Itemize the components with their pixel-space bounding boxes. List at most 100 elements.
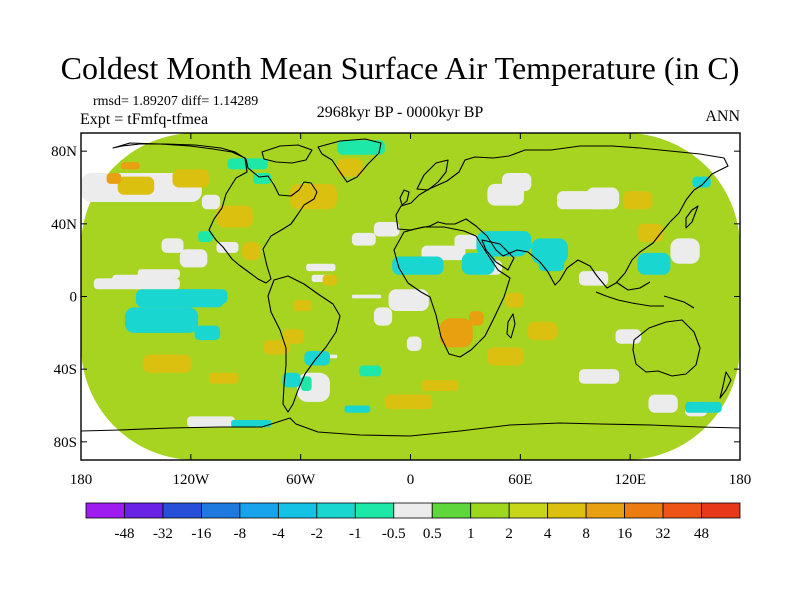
y-tick-label: 80N: [51, 144, 77, 160]
field-cell: [469, 311, 484, 326]
field-cell: [637, 223, 664, 242]
field-cell: [198, 231, 213, 242]
field-cell: [282, 372, 301, 388]
colorbar-swatch: [85, 502, 125, 519]
field-cell: [384, 394, 433, 410]
field-cell: [337, 158, 363, 177]
field-cell: [421, 380, 459, 391]
colorbar-label: -1: [349, 526, 362, 542]
field-cell: [498, 231, 532, 253]
y-tick-label: 80S: [54, 435, 77, 451]
field-cell: [373, 222, 400, 237]
field-cell: [615, 329, 642, 344]
colorbar-label: 32: [656, 526, 671, 542]
colorbar-swatch: [470, 502, 510, 519]
field-cell: [289, 183, 338, 210]
field-cell: [172, 169, 210, 188]
field-cell: [231, 420, 272, 428]
colorbar-label: 16: [617, 526, 633, 542]
field-cell: [685, 401, 722, 413]
field-cell: [337, 140, 385, 155]
field-cell: [306, 263, 336, 272]
coastline-british-isles: [399, 189, 410, 206]
colorbar-label: -48: [114, 526, 134, 542]
colorbar-swatch: [162, 502, 202, 519]
season-label: ANN: [705, 108, 740, 125]
colorbar: -48 -32 -16 -8 -4 -2 -1 -0.5 0.5 1 2 4 8 16 32 48: [85, 502, 741, 542]
field-cell: [124, 307, 199, 333]
field-cell: [487, 347, 524, 366]
time-period-label: 2968kyr BP - 0000kyr BP: [316, 104, 484, 121]
colorbar-label: 8: [582, 526, 590, 542]
colorbar-swatch: [277, 502, 318, 519]
coastline-indonesia: [595, 281, 695, 309]
coastline-japan: [685, 205, 699, 229]
x-tick-label: 120W: [172, 472, 210, 488]
field-cell: [293, 300, 312, 312]
field-cell: [179, 249, 208, 268]
x-tick-label: 60E: [508, 472, 532, 488]
field-cell: [538, 256, 565, 272]
field-cell: [439, 318, 473, 348]
field-cell: [670, 238, 700, 264]
field-cell: [648, 394, 678, 413]
coastline-new-zealand: [719, 371, 732, 399]
coastline-south-america: [267, 275, 341, 413]
y-tick-label: 0: [70, 290, 78, 306]
colorbar-swatch: [585, 502, 625, 519]
coastline-greenland: [317, 138, 382, 183]
colorbar-label: -16: [191, 526, 211, 542]
coastline-antarctica: [81, 417, 740, 437]
x-tick-label: 60W: [286, 472, 316, 488]
y-tick-label: 40S: [54, 362, 77, 378]
colorbar-swatch: [662, 502, 702, 519]
colorbar-label: 4: [544, 526, 552, 542]
colorbar-swatch: [508, 502, 549, 519]
field-cell: [282, 329, 305, 344]
field-cell: [194, 325, 221, 341]
field-cell: [527, 321, 557, 341]
colorbar-label: 2: [505, 526, 513, 542]
x-tick-label: 180: [729, 472, 752, 488]
field-cell: [172, 289, 228, 304]
field-cell: [264, 340, 290, 355]
coastline-scandinavia: [416, 159, 449, 191]
field-cell: [406, 336, 422, 351]
coastline-madagascar: [506, 313, 516, 339]
field-cell: [578, 369, 620, 384]
coastline-arctic-islands: [261, 144, 313, 164]
x-tick-label: 180: [70, 472, 93, 488]
field-cell: [322, 274, 338, 286]
field-cell: [637, 252, 671, 275]
field-cell: [143, 354, 191, 373]
colorbar-swatch: [354, 502, 395, 519]
field-cell: [502, 172, 532, 192]
coastline-overlay: [81, 138, 740, 437]
field-cell: [388, 289, 429, 312]
colorbar-swatch: [201, 502, 241, 519]
colorbar-swatch: [124, 502, 164, 519]
field-cell: [373, 307, 393, 326]
field-cell: [392, 256, 444, 275]
colorbar-swatch: [239, 502, 279, 519]
colorbar-label: 48: [694, 526, 709, 542]
field-region-pacific-atlantic-neutral-patches: [161, 222, 400, 402]
field-cell: [161, 238, 184, 253]
x-tick-label: 0: [407, 472, 415, 488]
field-cell: [454, 234, 481, 250]
coastline-arabia: [481, 239, 515, 271]
field-cell: [359, 365, 382, 377]
colorbar-swatch: [624, 502, 664, 519]
coastline-australia: [632, 319, 701, 377]
x-axis: 180 120W 60W 0 60E 120E 180: [70, 133, 752, 488]
y-axis: 80N 40N 0 40S 80S: [51, 144, 740, 451]
colorbar-label: -0.5: [382, 526, 406, 542]
field-cell: [242, 242, 261, 261]
field-cell: [586, 187, 620, 210]
colorbar-label: 1: [467, 526, 475, 542]
colorbar-label: -8: [234, 526, 247, 542]
field-cell: [344, 405, 371, 413]
field-cell: [201, 194, 221, 210]
colorbar-swatch: [431, 502, 472, 519]
colorbar-label: -4: [272, 526, 285, 542]
